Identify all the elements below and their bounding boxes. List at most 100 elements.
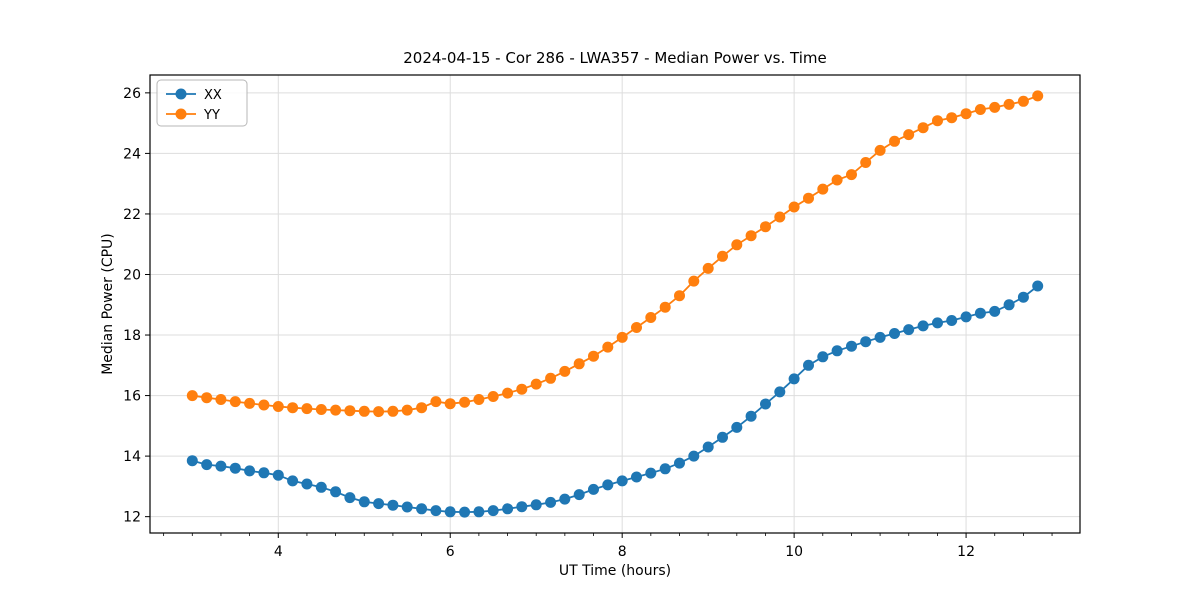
data-point-xx — [817, 351, 829, 363]
y-tick-label: 26 — [123, 86, 141, 102]
data-point-xx — [803, 359, 814, 371]
data-point-yy — [516, 383, 528, 395]
data-point-yy — [946, 112, 958, 124]
x-tick-label: 6 — [446, 544, 455, 560]
data-point-xx — [315, 481, 327, 493]
data-point-yy — [989, 101, 1001, 113]
legend-label-yy: YY — [203, 108, 220, 123]
data-point-yy — [688, 275, 700, 287]
data-point-xx — [760, 398, 771, 410]
data-point-yy — [846, 169, 857, 181]
x-axis-label: UT Time (hours) — [559, 563, 671, 579]
series-line-yy — [192, 95, 1039, 413]
data-point-xx — [674, 457, 685, 469]
y-tick-label: 22 — [123, 207, 141, 223]
y-tick-label: 24 — [123, 146, 141, 162]
data-point-xx — [358, 496, 370, 508]
data-point-yy — [760, 221, 771, 233]
data-point-xx — [946, 315, 958, 326]
data-point-xx — [530, 499, 542, 511]
data-point-yy — [487, 391, 499, 402]
data-point-xx — [229, 462, 241, 474]
data-point-yy — [631, 322, 642, 333]
data-point-xx — [932, 317, 943, 329]
data-point-xx — [846, 340, 857, 352]
data-point-xx — [602, 479, 614, 491]
data-point-xx — [874, 331, 886, 343]
data-point-xx — [960, 311, 972, 323]
data-point-yy — [674, 290, 685, 302]
data-point-yy — [702, 262, 714, 274]
y-tick-label: 18 — [123, 328, 141, 344]
data-point-yy — [272, 401, 284, 412]
data-point-yy — [616, 331, 628, 343]
data-point-yy — [645, 312, 657, 323]
data-point-yy — [788, 201, 800, 213]
data-point-yy — [960, 108, 972, 120]
data-point-xx — [301, 478, 313, 490]
data-point-yy — [659, 301, 671, 313]
data-point-xx — [788, 373, 800, 385]
data-point-xx — [717, 431, 728, 443]
data-point-yy — [1017, 95, 1029, 107]
data-point-xx — [272, 469, 284, 481]
data-point-xx — [989, 305, 1001, 317]
data-point-yy — [860, 157, 872, 168]
data-point-xx — [631, 471, 642, 483]
data-point-xx — [186, 455, 198, 467]
data-point-yy — [416, 402, 428, 414]
data-point-yy — [530, 378, 542, 390]
data-point-yy — [358, 405, 370, 417]
x-tick-label: 10 — [785, 544, 803, 560]
data-point-xx — [731, 421, 743, 433]
data-point-xx — [545, 496, 557, 508]
data-point-xx — [559, 493, 571, 505]
data-point-yy — [874, 144, 886, 156]
data-point-yy — [215, 394, 227, 405]
data-point-yy — [903, 129, 915, 141]
legend-box — [156, 79, 248, 127]
data-point-xx — [974, 307, 986, 319]
legend-label-xx: XX — [204, 88, 222, 103]
data-point-xx — [860, 336, 872, 348]
chart-title: 2024-04-15 - Cor 286 - LWA357 - Median P… — [403, 49, 827, 67]
data-point-xx — [889, 328, 900, 339]
data-point-xx — [201, 459, 213, 471]
data-point-xx — [702, 441, 714, 453]
data-point-yy — [932, 115, 943, 127]
data-point-yy — [602, 341, 614, 353]
axes: 4 6 8 10 12 12 14 16 18 20 22 24 26 — [123, 74, 1081, 560]
data-point-yy — [817, 183, 829, 195]
series-line-xx — [192, 285, 1039, 514]
data-point-yy — [745, 230, 757, 242]
data-point-xx — [659, 463, 671, 475]
data-point-xx — [745, 410, 757, 422]
data-point-yy — [545, 372, 557, 384]
data-point-xx — [430, 505, 442, 517]
data-point-yy — [430, 396, 442, 408]
data-point-xx — [244, 465, 256, 477]
data-point-xx — [330, 486, 342, 498]
y-tick-label: 20 — [123, 267, 141, 283]
y-tick-label: 12 — [123, 510, 141, 526]
data-point-yy — [803, 192, 814, 204]
data-point-yy — [473, 394, 485, 405]
data-point-xx — [516, 501, 528, 513]
data-point-yy — [717, 250, 728, 262]
data-point-xx — [487, 505, 499, 517]
data-point-yy — [917, 122, 929, 134]
y-axis-label: Median Power (CPU) — [100, 233, 116, 375]
data-point-yy — [373, 406, 385, 418]
data-point-xx — [831, 345, 843, 357]
data-point-xx — [401, 501, 413, 513]
data-point-yy — [201, 392, 213, 404]
data-point-xx — [1032, 280, 1044, 292]
data-point-yy — [258, 399, 270, 411]
data-point-xx — [645, 467, 657, 479]
data-point-xx — [416, 503, 428, 515]
data-point-xx — [616, 475, 628, 487]
data-point-xx — [473, 506, 485, 518]
data-point-yy — [1003, 98, 1015, 110]
data-point-yy — [1032, 90, 1044, 102]
